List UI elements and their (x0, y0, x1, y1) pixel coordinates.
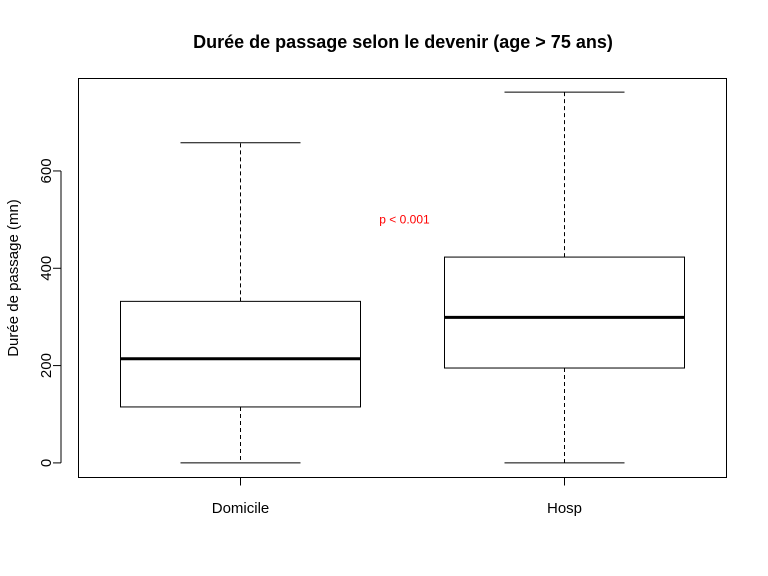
y-tick-label-0: 0 (38, 459, 55, 467)
x-tick-label-domicile: Domicile (212, 500, 270, 517)
chart-title: Durée de passage selon le devenir (age >… (193, 32, 613, 52)
x-tick-label-hosp: Hosp (547, 500, 582, 517)
y-tick-label-200: 200 (38, 353, 55, 378)
y-tick-label-600: 600 (38, 158, 55, 183)
box-domicile (120, 300, 361, 408)
y-axis-label: Durée de passage (mn) (5, 199, 22, 357)
p-value-annotation: p < 0.001 (379, 213, 430, 227)
y-tick-label-400: 400 (38, 256, 55, 281)
box-hosp (444, 256, 685, 369)
